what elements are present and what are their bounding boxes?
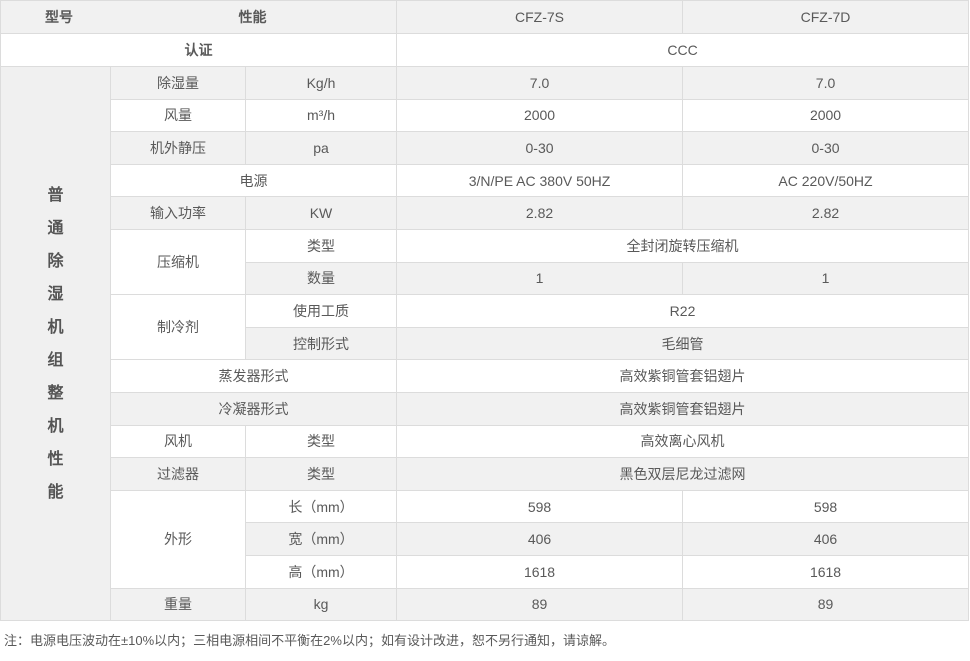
table-row: 制冷剂 使用工质 R22: [1, 294, 970, 361]
spec-sub-label-cell: 类型: [244, 457, 398, 491]
spec-label-cell: 电源: [109, 163, 398, 198]
table-row: 机外静压 pa 0-30 0-30: [1, 131, 970, 165]
spec-sub-label-cell: 类型: [244, 228, 398, 263]
table-header-row: 型号 性能 CFZ-7S CFZ-7D: [0, 0, 970, 34]
spec-sub-label-cell: 控制形式: [244, 326, 398, 361]
spec-value-cell: 7.0: [396, 66, 684, 100]
spec-value-cell: 毛细管: [396, 326, 970, 361]
spec-value-cell: 598: [396, 489, 684, 524]
spec-value-cell: 1618: [396, 554, 684, 589]
spec-group-label-cell: 压缩机: [110, 228, 246, 296]
table-row: 输入功率 KW 2.82 2.82: [1, 196, 970, 230]
table-row: 压缩机 类型 全封闭旋转压缩机: [1, 228, 970, 296]
spec-label-cell: 除湿量: [110, 66, 246, 100]
spec-label-cell: 机外静压: [110, 131, 246, 165]
spec-label-cell: 风量: [110, 98, 246, 133]
spec-value-cell: 高效离心风机: [396, 424, 970, 459]
table-row: 蒸发器形式 高效紫铜管套铝翅片: [1, 359, 970, 393]
spec-value-cell: 598: [682, 489, 970, 524]
table-row: 风机 类型 高效离心风机: [1, 424, 970, 459]
certification-value-cell: CCC: [396, 33, 970, 67]
spec-label-cell: 风机: [110, 424, 246, 459]
table-row: 高（mm） 1618 1618: [1, 554, 970, 589]
table-row: 过滤器 类型 黑色双层尼龙过滤网: [1, 457, 970, 491]
spec-unit-cell: pa: [244, 131, 398, 165]
spec-group-label-cell: 制冷剂: [110, 294, 246, 361]
footnote: 注：电源电压波动在±10%以内；三相电源相间不平衡在2%以内；如有设计改进，恕不…: [4, 633, 615, 649]
spec-value-cell: 7.0: [682, 66, 970, 100]
spec-value-cell: AC 220V/50HZ: [682, 163, 970, 198]
spec-value-cell: 0-30: [396, 131, 684, 165]
spec-value-cell: 406: [682, 522, 970, 556]
spec-value-cell: R22: [396, 294, 970, 328]
spec-value-cell: 高效紫铜管套铝翅片: [396, 391, 970, 426]
table-row: 认证 CCC: [0, 33, 970, 67]
table-row: 风量 m³/h 2000 2000: [1, 98, 970, 133]
spec-value-cell: 黑色双层尼龙过滤网: [396, 457, 970, 491]
spec-sub-label-cell: 类型: [244, 424, 398, 459]
spec-value-cell: 3/N/PE AC 380V 50HZ: [396, 163, 684, 198]
spec-group-label-cell: 外形: [110, 489, 246, 589]
spec-label-cell: 输入功率: [110, 196, 246, 230]
table-row: 宽（mm） 406 406: [1, 522, 970, 556]
table-row: 数量 1 1: [1, 261, 970, 296]
table-row: 外形 长（mm） 598 598: [1, 489, 970, 589]
vertical-category-cell: 普 通 除 湿 机 组 整 机 性 能: [0, 65, 111, 622]
spec-value-cell: 2.82: [682, 196, 970, 230]
spec-unit-cell: m³/h: [244, 98, 398, 133]
spec-value-cell: 1618: [682, 554, 970, 589]
table-row: 电源 3/N/PE AC 380V 50HZ AC 220V/50HZ: [1, 163, 970, 198]
spec-value-cell: 2000: [396, 98, 684, 133]
column-header-cfz-7d: CFZ-7D: [682, 0, 970, 34]
spec-sub-label-cell: 高（mm）: [244, 554, 398, 589]
spec-table: 型号 性能 CFZ-7S CFZ-7D 认证 CCC 普 通 除 湿 机 组 整…: [0, 0, 970, 622]
spec-value-cell: 2000: [682, 98, 970, 133]
spec-value-cell: 0-30: [682, 131, 970, 165]
spec-unit-cell: kg: [244, 587, 398, 622]
spec-value-cell: 高效紫铜管套铝翅片: [396, 359, 970, 393]
spec-value-cell: 1: [396, 261, 684, 296]
table-row: 控制形式 毛细管: [1, 326, 970, 361]
column-header-cfz-7s: CFZ-7S: [396, 0, 684, 34]
spec-sub-label-cell: 使用工质: [244, 294, 398, 328]
spec-value-cell: 89: [396, 587, 684, 622]
spec-unit-cell: KW: [244, 196, 398, 230]
model-performance-header-cell: 型号 性能: [0, 0, 398, 34]
spec-value-cell: 89: [682, 587, 970, 622]
spec-value-cell: 1: [682, 261, 970, 296]
performance-header-label: 性能: [238, 9, 267, 25]
table-row: 重量 kg 89 89: [1, 587, 970, 622]
model-header-label: 型号: [45, 9, 73, 25]
certification-label-cell: 认证: [0, 33, 398, 67]
spec-value-cell: 2.82: [396, 196, 684, 230]
table-row: 普 通 除 湿 机 组 整 机 性 能 除湿量 Kg/h 7.0 7.0: [0, 65, 970, 622]
vertical-category-label: 普 通 除 湿 机 组 整 机 性 能: [47, 186, 64, 501]
spec-unit-cell: Kg/h: [244, 66, 398, 100]
spec-value-cell: 全封闭旋转压缩机: [396, 228, 970, 263]
spec-label-cell: 冷凝器形式: [109, 391, 398, 426]
table-row: 冷凝器形式 高效紫铜管套铝翅片: [1, 391, 970, 426]
spec-value-cell: 406: [396, 522, 684, 556]
spec-sub-label-cell: 宽（mm）: [244, 522, 398, 556]
spec-sub-label-cell: 长（mm）: [244, 489, 398, 524]
spec-label-cell: 重量: [110, 587, 246, 622]
spec-label-cell: 过滤器: [110, 457, 246, 491]
spec-sub-label-cell: 数量: [244, 261, 398, 296]
spec-label-cell: 蒸发器形式: [109, 359, 398, 393]
